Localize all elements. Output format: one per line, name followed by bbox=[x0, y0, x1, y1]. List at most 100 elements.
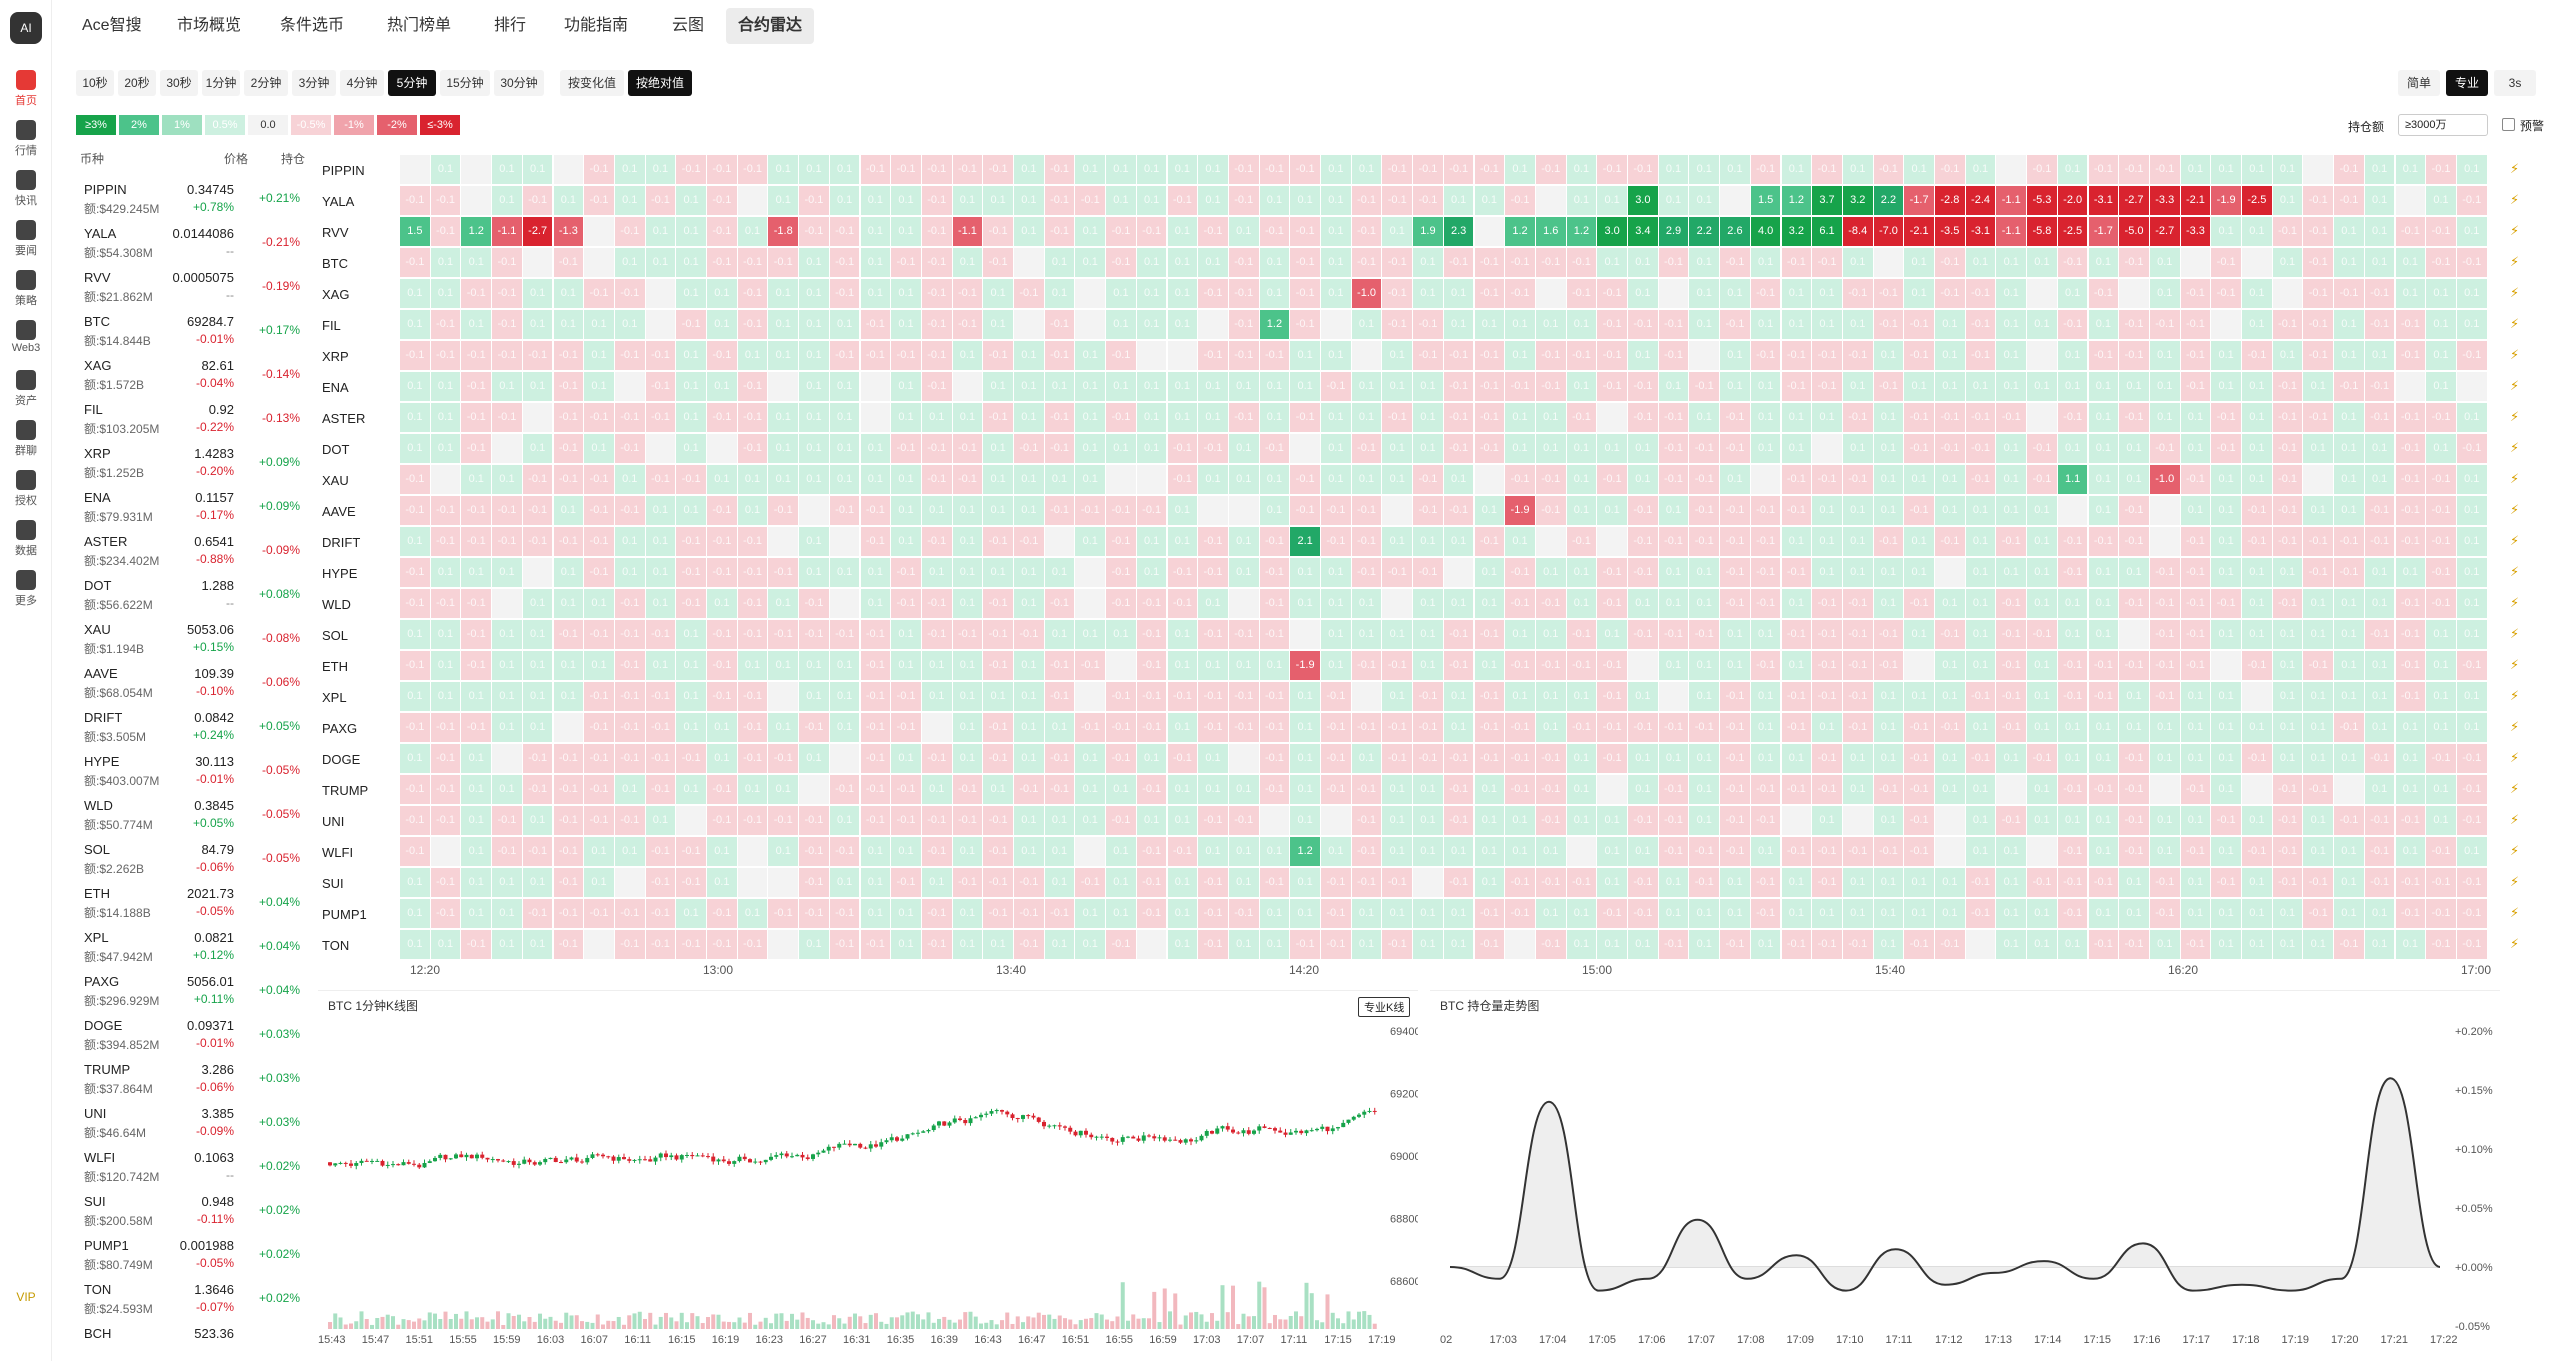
coin-row[interactable]: BCH 523.36 bbox=[76, 1322, 308, 1355]
lightning-icon[interactable]: ⚡ bbox=[2510, 595, 2520, 610]
interval-button[interactable]: 10秒 bbox=[76, 70, 114, 96]
heatmap-row-label[interactable]: WLFI bbox=[322, 845, 354, 860]
interval-button[interactable]: 2分钟 bbox=[244, 70, 288, 96]
nav-item-4[interactable]: 排行 bbox=[494, 17, 527, 34]
nav-item-2[interactable]: 条件选币 bbox=[280, 17, 345, 34]
lightning-icon[interactable]: ⚡ bbox=[2510, 316, 2520, 331]
rail-item-7[interactable]: 群聊 bbox=[0, 420, 52, 458]
warn-checkbox[interactable] bbox=[2502, 118, 2515, 131]
lightning-icon[interactable]: ⚡ bbox=[2510, 812, 2520, 827]
rail-item-5[interactable]: Web3 bbox=[0, 320, 52, 354]
nav-item-5[interactable]: 功能指南 bbox=[564, 17, 629, 34]
heatmap-row-label[interactable]: WLD bbox=[322, 597, 351, 612]
interval-button[interactable]: 5分钟 bbox=[388, 70, 436, 96]
rail-item-6[interactable]: 资产 bbox=[0, 370, 52, 408]
coin-row[interactable]: DOT 额:$56.622M 1.288 -- +0.08% bbox=[76, 574, 308, 618]
heatmap-row-label[interactable]: FIL bbox=[322, 318, 341, 333]
coin-row[interactable]: SOL 额:$2.262B 84.79 -0.06% -0.05% bbox=[76, 838, 308, 882]
coin-row[interactable]: FIL 额:$103.205M 0.92 -0.22% -0.13% bbox=[76, 398, 308, 442]
coin-row[interactable]: TON 额:$24.593M 1.3646 -0.07% +0.02% bbox=[76, 1278, 308, 1322]
position-filter-select[interactable]: ≥3000万 bbox=[2398, 114, 2488, 136]
coin-row[interactable]: XAU 额:$1.194B 5053.06 +0.15% -0.08% bbox=[76, 618, 308, 662]
coin-row[interactable]: AAVE 额:$68.054M 109.39 -0.10% -0.06% bbox=[76, 662, 308, 706]
nav-item-1[interactable]: 市场概览 bbox=[177, 17, 242, 34]
interval-button[interactable]: 3分钟 bbox=[292, 70, 336, 96]
coin-row[interactable]: UNI 额:$46.64M 3.385 -0.09% +0.03% bbox=[76, 1102, 308, 1146]
coin-row[interactable]: WLFI 额:$120.742M 0.1063 -- +0.02% bbox=[76, 1146, 308, 1190]
heatmap-row-label[interactable]: XRP bbox=[322, 349, 349, 364]
lightning-icon[interactable]: ⚡ bbox=[2510, 688, 2520, 703]
heatmap-row-label[interactable]: PIPPIN bbox=[322, 163, 365, 178]
lightning-icon[interactable]: ⚡ bbox=[2510, 378, 2520, 393]
rail-item-3[interactable]: 要闻 bbox=[0, 220, 52, 258]
pro-kline-button[interactable]: 专业K线 bbox=[1358, 997, 1411, 1017]
heatmap-row-label[interactable]: BTC bbox=[322, 256, 348, 271]
lightning-icon[interactable]: ⚡ bbox=[2510, 657, 2520, 672]
coin-row[interactable]: PUMP1 额:$80.749M 0.001988 -0.05% +0.02% bbox=[76, 1234, 308, 1278]
coin-row[interactable]: HYPE 额:$403.007M 30.113 -0.01% -0.05% bbox=[76, 750, 308, 794]
interval-button[interactable]: 4分钟 bbox=[340, 70, 384, 96]
coin-row[interactable]: DRIFT 额:$3.505M 0.0842 +0.24% +0.05% bbox=[76, 706, 308, 750]
heatmap-row-label[interactable]: DOT bbox=[322, 442, 350, 457]
rail-item-1[interactable]: 行情 bbox=[0, 120, 52, 158]
lightning-icon[interactable]: ⚡ bbox=[2510, 161, 2520, 176]
interval-button[interactable]: 1分钟 bbox=[202, 70, 240, 96]
lightning-icon[interactable]: ⚡ bbox=[2510, 223, 2520, 238]
rail-item-4[interactable]: 策略 bbox=[0, 270, 52, 308]
heatmap-row-label[interactable]: SUI bbox=[322, 876, 344, 891]
nav-item-6[interactable]: 云图 bbox=[672, 17, 705, 34]
interval-button[interactable]: 20秒 bbox=[118, 70, 156, 96]
lightning-icon[interactable]: ⚡ bbox=[2510, 750, 2520, 765]
lightning-icon[interactable]: ⚡ bbox=[2510, 285, 2520, 300]
coin-row[interactable]: WLD 额:$50.774M 0.3845 +0.05% -0.05% bbox=[76, 794, 308, 838]
nav-item-0[interactable]: Ace智搜 bbox=[82, 17, 142, 34]
view-button[interactable]: 专业 bbox=[2446, 70, 2488, 96]
view-button[interactable]: 简单 bbox=[2398, 70, 2440, 96]
heatmap-row-label[interactable]: DOGE bbox=[322, 752, 361, 767]
heatmap-row-label[interactable]: PAXG bbox=[322, 721, 358, 736]
mode-button[interactable]: 按变化值 bbox=[560, 70, 624, 96]
lightning-icon[interactable]: ⚡ bbox=[2510, 409, 2520, 424]
coin-row[interactable]: XAG 额:$1.572B 82.61 -0.04% -0.14% bbox=[76, 354, 308, 398]
coin-row[interactable]: RVV 额:$21.862M 0.0005075 -- -0.19% bbox=[76, 266, 308, 310]
lightning-icon[interactable]: ⚡ bbox=[2510, 254, 2520, 269]
lightning-icon[interactable]: ⚡ bbox=[2510, 564, 2520, 579]
lightning-icon[interactable]: ⚡ bbox=[2510, 843, 2520, 858]
coin-row[interactable]: YALA 额:$54.308M 0.0144086 -- -0.21% bbox=[76, 222, 308, 266]
app-logo[interactable]: AI bbox=[10, 12, 42, 44]
coin-row[interactable]: PAXG 额:$296.929M 5056.01 +0.11% +0.04% bbox=[76, 970, 308, 1014]
interval-button[interactable]: 15分钟 bbox=[440, 70, 490, 96]
lightning-icon[interactable]: ⚡ bbox=[2510, 471, 2520, 486]
heatmap-row-label[interactable]: DRIFT bbox=[322, 535, 361, 550]
coin-row[interactable]: ETH 额:$14.188B 2021.73 -0.05% +0.04% bbox=[76, 882, 308, 926]
heatmap-row-label[interactable]: AAVE bbox=[322, 504, 356, 519]
vip-badge[interactable]: VIP bbox=[16, 1290, 36, 1304]
heatmap-row-label[interactable]: PUMP1 bbox=[322, 907, 367, 922]
lightning-icon[interactable]: ⚡ bbox=[2510, 502, 2520, 517]
heatmap-row-label[interactable]: YALA bbox=[322, 194, 355, 209]
coin-row[interactable]: TRUMP 额:$37.864M 3.286 -0.06% +0.03% bbox=[76, 1058, 308, 1102]
mode-button[interactable]: 按绝对值 bbox=[628, 70, 692, 96]
coin-row[interactable]: PIPPIN 额:$429.245M 0.34745 +0.78% +0.21% bbox=[76, 178, 308, 222]
coin-row[interactable]: ASTER 额:$234.402M 0.6541 -0.88% -0.09% bbox=[76, 530, 308, 574]
nav-item-7[interactable]: 合约雷达 bbox=[726, 8, 815, 44]
heatmap-row-label[interactable]: XAU bbox=[322, 473, 349, 488]
rail-item-0[interactable]: 首页 bbox=[0, 70, 52, 108]
coin-row[interactable]: SUI 额:$200.58M 0.948 -0.11% +0.02% bbox=[76, 1190, 308, 1234]
coin-row[interactable]: XPL 额:$47.942M 0.0821 +0.12% +0.04% bbox=[76, 926, 308, 970]
rail-item-9[interactable]: 数据 bbox=[0, 520, 52, 558]
heatmap-row-label[interactable]: XAG bbox=[322, 287, 350, 302]
lightning-icon[interactable]: ⚡ bbox=[2510, 533, 2520, 548]
interval-button[interactable]: 30分钟 bbox=[494, 70, 544, 96]
lightning-icon[interactable]: ⚡ bbox=[2510, 719, 2520, 734]
lightning-icon[interactable]: ⚡ bbox=[2510, 936, 2520, 951]
coin-row[interactable]: DOGE 额:$394.852M 0.09371 -0.01% +0.03% bbox=[76, 1014, 308, 1058]
heatmap-row-label[interactable]: RVV bbox=[322, 225, 349, 240]
heatmap-row-label[interactable]: TRUMP bbox=[322, 783, 369, 798]
rail-item-10[interactable]: 更多 bbox=[0, 570, 52, 608]
lightning-icon[interactable]: ⚡ bbox=[2510, 440, 2520, 455]
lightning-icon[interactable]: ⚡ bbox=[2510, 905, 2520, 920]
heatmap-row-label[interactable]: ETH bbox=[322, 659, 348, 674]
lightning-icon[interactable]: ⚡ bbox=[2510, 192, 2520, 207]
lightning-icon[interactable]: ⚡ bbox=[2510, 874, 2520, 889]
